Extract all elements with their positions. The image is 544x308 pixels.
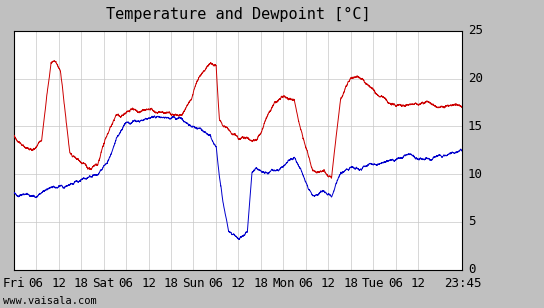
Text: Temperature and Dewpoint [°C]: Temperature and Dewpoint [°C] [106,6,370,22]
Text: 10: 10 [468,168,483,180]
Text: 15: 15 [468,120,483,133]
Text: 25: 25 [468,24,483,37]
Text: 5: 5 [468,215,475,228]
Text: www.vaisala.com: www.vaisala.com [3,297,96,306]
Text: 0: 0 [468,263,475,276]
Text: 20: 20 [468,72,483,85]
